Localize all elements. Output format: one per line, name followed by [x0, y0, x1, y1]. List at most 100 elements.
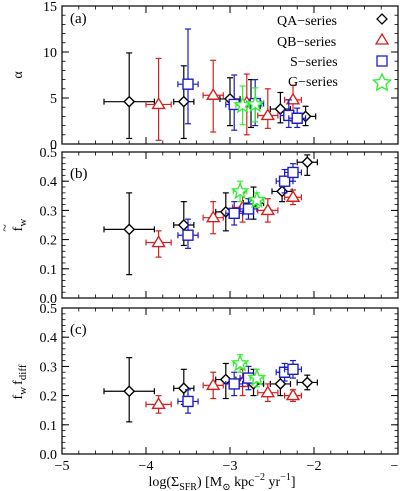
- panel-c-point-qa-5: [296, 374, 318, 391]
- panel-b-ytick-label: 0.5: [40, 146, 58, 161]
- panel-a-x-ticks: [61, 6, 399, 144]
- panel-b-point-qa-0: [103, 192, 155, 276]
- legend-marker-qb: [374, 32, 390, 45]
- panel-a-ytick-label: 0: [50, 138, 57, 153]
- marker-star: [230, 353, 250, 372]
- svg-text:fw: fw: [11, 219, 29, 232]
- panel-b-point-qb-0: [145, 230, 172, 258]
- panel-c-point-qa-1: [173, 368, 195, 405]
- legend: QA−series QB−series S−series G−series: [277, 13, 393, 92]
- legend-entry-qb: QB−series: [277, 32, 390, 50]
- legend-entry-qa: QA−series: [277, 13, 388, 29]
- panel-a-tag: (a): [70, 11, 87, 27]
- marker-triangle: [205, 378, 221, 391]
- panel-c-point-qb-4: [284, 388, 302, 403]
- marker-square: [291, 112, 303, 124]
- marker-triangle: [151, 235, 166, 248]
- panel-b-y-ticks: 0.0 0.1 0.2 0.3 0.4 0.5: [40, 146, 398, 307]
- marker-triangle: [260, 385, 276, 398]
- marker-diamond: [301, 376, 314, 389]
- panel-a-point-g-1: [245, 87, 265, 123]
- panel-a: 0 5 10 15 (a) α QA−series QB−series S−serie…: [11, 0, 399, 153]
- legend-marker-s: [376, 55, 388, 67]
- panel-c-ylabel-sub1: w: [17, 387, 29, 395]
- panel-c-ylabel-f1: f: [11, 394, 26, 399]
- marker-diamond: [177, 219, 190, 231]
- panel-c-point-qb-0: [145, 395, 172, 414]
- marker-diamond: [123, 385, 136, 398]
- panel-c-tag: (c): [70, 322, 87, 338]
- panel-c-point-qb-3: [257, 383, 279, 403]
- panel-b-point-g-0: [230, 180, 250, 203]
- panel-b-ytick-label: 0.4: [40, 175, 58, 190]
- panel-a-point-qb-3: [257, 88, 279, 129]
- marker-star: [230, 181, 250, 200]
- panel-b-point-qa-5: [296, 154, 318, 176]
- marker-diamond: [177, 382, 190, 395]
- panel-a-ytick-label: 15: [43, 0, 57, 15]
- panel-a-point-qb-0: [145, 57, 172, 141]
- marker-square: [182, 78, 194, 90]
- panel-c-marks: [103, 353, 318, 423]
- marker-square: [228, 207, 240, 220]
- panel-b-ytick-label: 0.0: [40, 292, 58, 307]
- x-tick-labels: −5 −4 −3 −2 −1: [55, 459, 400, 474]
- marker-square: [242, 203, 255, 215]
- panel-a-point-qa-1: [173, 65, 195, 140]
- panel-c-point-s-1: [225, 371, 244, 397]
- panel-b-point-s-4: [284, 163, 302, 182]
- panel-c-ytick-label: 0.2: [40, 390, 58, 405]
- panel-c-point-g-1: [247, 368, 267, 388]
- marker-diamond: [276, 185, 289, 198]
- panel-c-point-qa-0: [103, 357, 155, 423]
- panel-b-ylabel-sub: w: [17, 219, 29, 227]
- marker-triangle: [151, 396, 166, 410]
- panel-b: 0.0 0.1 0.2 0.3 0.4 0.5 (b) fw ~: [0, 146, 399, 307]
- panel-b-frame: [61, 151, 399, 299]
- panel-b-point-s-0: [177, 218, 199, 249]
- marker-triangle: [260, 203, 276, 216]
- legend-label-qa: QA−series: [277, 14, 337, 29]
- panel-a-point-qb-1: [202, 59, 224, 133]
- panel-c-ytick-label: 0.0: [40, 448, 58, 463]
- marker-square: [182, 395, 194, 408]
- panel-c: 0.00.10.20.30.40.5 (c) fwfdiff: [11, 302, 399, 463]
- marker-diamond: [177, 95, 190, 108]
- panel-a-point-qa-0: [103, 52, 155, 140]
- legend-label-g: G−series: [288, 75, 338, 90]
- x-tick-label: −4: [139, 459, 154, 474]
- x-tick-label: −1: [391, 459, 400, 474]
- panel-a-y-axis-label: α: [11, 71, 26, 79]
- panel-b-point-qb-4: [284, 189, 302, 206]
- panel-b-point-s-1: [225, 201, 244, 226]
- panel-b-ylabel-tilde: ~: [0, 224, 13, 232]
- panel-b-point-qb-3: [257, 198, 279, 223]
- panel-c-x-ticks: [61, 308, 399, 454]
- panel-b-point-s-2: [239, 198, 258, 220]
- legend-entry-g: G−series: [288, 72, 393, 92]
- panel-a-ytick-label: 5: [50, 92, 57, 107]
- x-tick-label: −3: [223, 459, 238, 474]
- panel-a-ytick-label: 10: [43, 46, 57, 61]
- panel-b-ytick-label: 0.2: [40, 234, 58, 249]
- panel-c-ytick-label: 0.3: [40, 360, 58, 375]
- panel-c-y-axis-label: fwfdiff: [11, 364, 29, 399]
- marker-star: [245, 94, 265, 113]
- panel-b-point-g-1: [247, 190, 267, 209]
- panel-a-y-ticks: 0 5 10 15: [43, 0, 398, 153]
- marker-square: [287, 166, 299, 179]
- marker-triangle: [151, 97, 166, 110]
- panel-b-point-qb-1: [202, 201, 224, 235]
- legend-entry-s: S−series: [290, 55, 388, 70]
- panel-a-marks: [103, 28, 317, 141]
- panel-c-point-qb-1: [202, 371, 224, 400]
- x-axis-label: log(ΣSFR) [M⊙ kpc−2 yr−1]: [148, 472, 295, 491]
- legend-marker-g: [371, 72, 393, 92]
- panel-b-tag: (b): [70, 166, 88, 182]
- marker-diamond: [301, 156, 314, 169]
- panel-c-ylabel-f2: f: [11, 380, 26, 385]
- panel-a-point-s-4: [288, 107, 307, 129]
- panel-b-ytick-label: 0.3: [40, 204, 58, 219]
- marker-triangle: [285, 92, 301, 105]
